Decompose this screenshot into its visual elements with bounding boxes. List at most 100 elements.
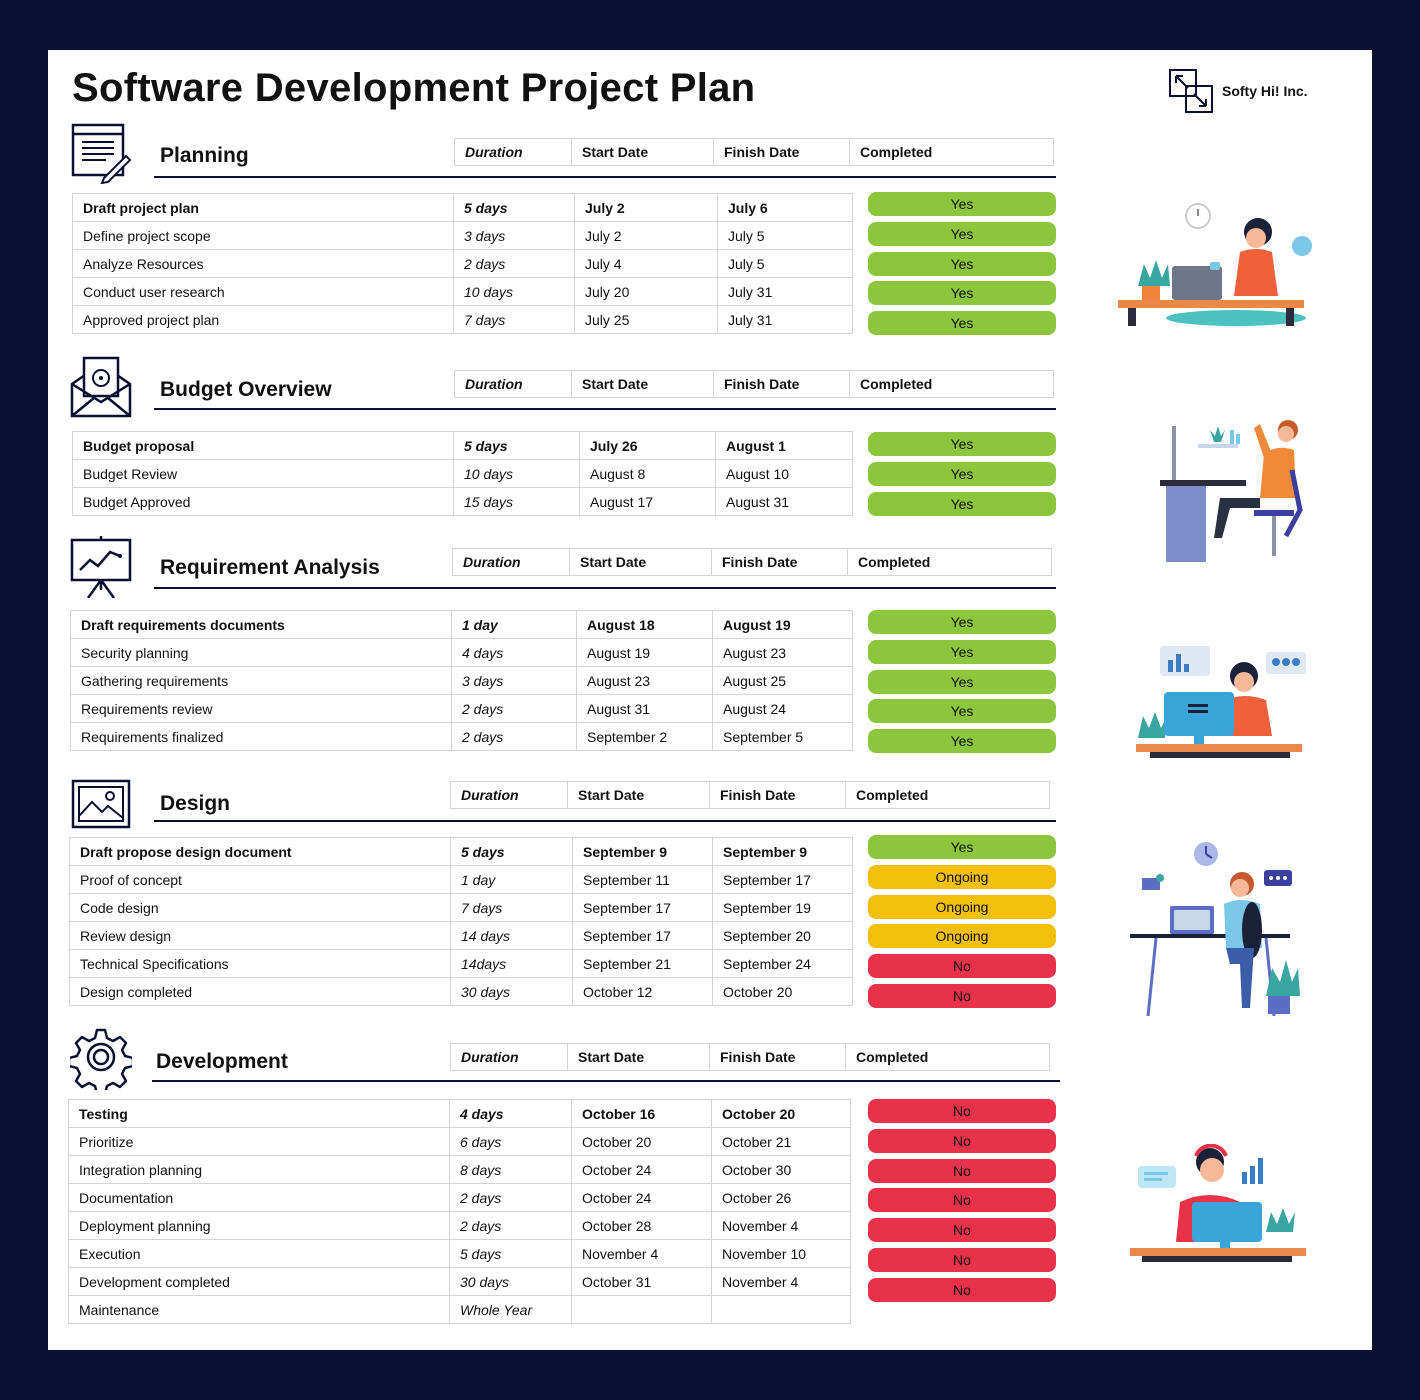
task-name: Maintenance xyxy=(68,1295,450,1324)
task-name: Security planning xyxy=(70,638,452,667)
col-completed: Completed xyxy=(858,554,931,570)
status-badge: Yes xyxy=(868,639,1056,664)
task-duration: 4 days xyxy=(449,1099,572,1128)
woman-laptop-coffee-illustration xyxy=(1118,203,1312,326)
presentation-chart-icon xyxy=(70,536,132,598)
status-badge: No xyxy=(868,1128,1056,1153)
task-duration: 2 days xyxy=(449,1211,572,1240)
task-start: October 31 xyxy=(571,1267,712,1296)
task-start xyxy=(571,1295,712,1324)
task-name: Testing xyxy=(68,1099,450,1128)
task-duration: 2 days xyxy=(451,694,577,723)
task-name: Analyze Resources xyxy=(72,249,454,278)
status-badge: No xyxy=(868,1277,1056,1302)
status-badge: No xyxy=(868,1188,1056,1213)
section-title: Requirement Analysis xyxy=(160,556,380,579)
task-name: Define project scope xyxy=(72,221,454,250)
section-divider xyxy=(152,1080,1060,1082)
task-duration: 3 days xyxy=(453,221,575,250)
col-duration: Duration xyxy=(455,371,572,397)
status-badge: Ongoing xyxy=(868,894,1056,919)
resize-arrows-logo-icon xyxy=(1169,69,1213,113)
status-badge: Ongoing xyxy=(868,864,1056,889)
task-start: July 20 xyxy=(574,277,718,306)
task-duration: 1 day xyxy=(451,610,577,639)
task-finish: August 25 xyxy=(712,666,853,695)
status-column: No No No No No No No xyxy=(868,1099,1056,1308)
task-name: Technical Specifications xyxy=(69,949,451,978)
task-name: Draft propose design document xyxy=(69,837,451,866)
task-finish: September 20 xyxy=(712,921,853,950)
task-start: September 9 xyxy=(572,837,713,866)
task-finish: July 31 xyxy=(717,305,853,334)
task-name: Documentation xyxy=(68,1183,450,1212)
page-title: Software Development Project Plan xyxy=(72,66,756,110)
man-headset-monitor-illustration xyxy=(1130,1144,1306,1262)
project-plan-sheet: Software Development Project Plan Softy … xyxy=(48,50,1372,1350)
task-name: Requirements review xyxy=(70,694,452,723)
task-name: Prioritize xyxy=(68,1127,450,1156)
task-finish: September 5 xyxy=(712,722,853,751)
task-finish: November 10 xyxy=(711,1239,851,1268)
task-start: July 4 xyxy=(574,249,718,278)
section-title: Design xyxy=(160,792,231,815)
table-row: Technical Specifications 14days Septembe… xyxy=(69,949,853,978)
col-finish-date: Finish Date xyxy=(710,1044,846,1070)
table-row: Code design 7 days September 17 Septembe… xyxy=(69,893,853,922)
status-badge: Yes xyxy=(868,251,1056,276)
status-badge: Yes xyxy=(868,311,1056,336)
status-badge: Yes xyxy=(868,729,1056,754)
task-duration: 7 days xyxy=(450,893,573,922)
status-badge: Yes xyxy=(868,610,1056,634)
task-name: Requirements finalized xyxy=(70,722,452,751)
brand-name: Softy Hi! Inc. xyxy=(1222,83,1308,99)
table-row: Integration planning 8 days October 24 O… xyxy=(68,1155,851,1184)
task-name: Integration planning xyxy=(68,1155,450,1184)
task-finish: October 21 xyxy=(711,1127,851,1156)
task-duration: 15 days xyxy=(453,487,580,516)
task-name: Development completed xyxy=(68,1267,450,1296)
task-duration: 5 days xyxy=(453,193,575,222)
task-finish: November 4 xyxy=(711,1211,851,1240)
task-duration: 30 days xyxy=(450,977,573,1006)
section-title: Planning xyxy=(160,144,249,167)
table-row: Review design 14 days September 17 Septe… xyxy=(69,921,853,950)
task-duration: 8 days xyxy=(449,1155,572,1184)
task-finish: August 1 xyxy=(715,431,853,460)
task-finish: September 19 xyxy=(712,893,853,922)
task-name: Budget Review xyxy=(72,459,454,488)
task-duration: 3 days xyxy=(451,666,577,695)
table-row: Documentation 2 days October 24 October … xyxy=(68,1183,851,1212)
table-row: Gathering requirements 3 days August 23 … xyxy=(70,666,853,695)
task-finish: July 31 xyxy=(717,277,853,306)
status-badge: No xyxy=(868,954,1056,979)
col-start-date: Start Date xyxy=(572,371,714,397)
woman-headset-computer-illustration xyxy=(1136,646,1306,758)
task-name: Gathering requirements xyxy=(70,666,452,695)
task-duration: 2 days xyxy=(451,722,577,751)
col-start-date: Start Date xyxy=(572,139,714,165)
task-start: September 17 xyxy=(572,921,713,950)
status-badge: Yes xyxy=(868,669,1056,694)
task-table: Testing 4 days October 16 October 20 Pri… xyxy=(68,1099,851,1324)
col-duration: Duration xyxy=(455,139,572,165)
col-completed: Completed xyxy=(856,1049,929,1065)
task-table: Draft project plan 5 days July 2 July 6 … xyxy=(72,193,853,334)
task-start: October 28 xyxy=(571,1211,712,1240)
task-start: November 4 xyxy=(571,1239,712,1268)
status-badge: Ongoing xyxy=(868,924,1056,949)
table-row: Analyze Resources 2 days July 4 July 5 xyxy=(72,249,853,278)
column-header-row: Duration Start Date Finish Date Complete… xyxy=(454,138,1054,166)
status-column: Yes Ongoing Ongoing Ongoing No No xyxy=(868,835,1056,1014)
table-row: Maintenance Whole Year xyxy=(68,1295,851,1324)
col-start-date: Start Date xyxy=(568,782,710,808)
task-start: July 26 xyxy=(579,431,716,460)
task-duration: 7 days xyxy=(453,305,575,334)
col-finish-date: Finish Date xyxy=(714,371,850,397)
man-stretching-desk-illustration xyxy=(1160,420,1303,562)
table-row: Conduct user research 10 days July 20 Ju… xyxy=(72,277,853,306)
task-finish: September 24 xyxy=(712,949,853,978)
task-start: August 17 xyxy=(579,487,716,516)
task-name: Budget Approved xyxy=(72,487,454,516)
section-divider xyxy=(154,820,1056,822)
